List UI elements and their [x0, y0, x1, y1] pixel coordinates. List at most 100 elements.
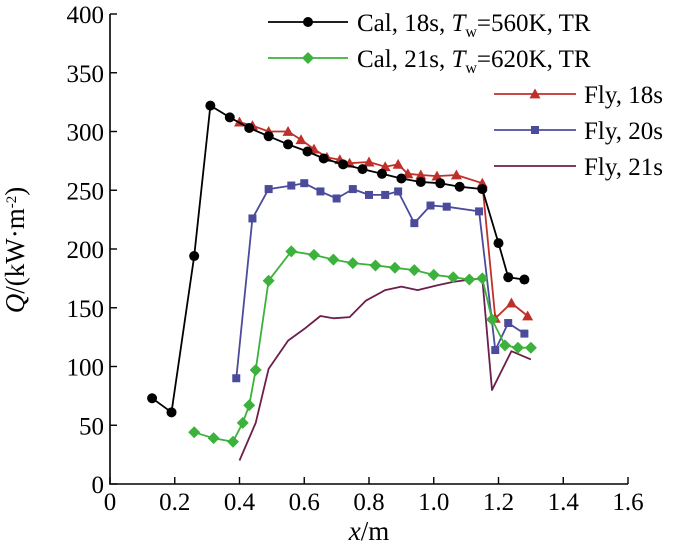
data-point — [511, 341, 524, 354]
data-point — [463, 273, 476, 286]
data-point — [287, 181, 296, 190]
data-point — [450, 169, 462, 180]
data-point — [283, 139, 294, 150]
data-point — [282, 126, 294, 136]
y-tick-label: 300 — [67, 120, 105, 147]
data-point — [365, 190, 373, 199]
data-point — [264, 185, 273, 194]
data-point — [248, 214, 257, 223]
x-tick-label: 0.4 — [224, 489, 256, 516]
legend-label: Fly, 20s — [584, 118, 663, 145]
data-point — [454, 181, 465, 192]
data-point — [205, 100, 216, 111]
legend-entry: Fly, 20s — [494, 118, 663, 145]
data-point — [346, 257, 359, 270]
data-point — [379, 161, 391, 172]
data-point — [415, 177, 426, 188]
data-point — [262, 274, 275, 287]
data-point — [243, 399, 256, 412]
y-tick-label: 250 — [67, 178, 105, 205]
data-point — [376, 168, 387, 179]
data-point — [207, 432, 220, 445]
y-tick-label: 0 — [92, 472, 105, 499]
data-point — [503, 272, 514, 283]
data-point — [435, 178, 446, 189]
data-point — [249, 364, 262, 377]
y-tick-label: 150 — [67, 296, 105, 323]
data-point — [524, 341, 537, 354]
series-line — [193, 250, 531, 443]
series-5 — [238, 277, 532, 461]
x-axis-title: x/m — [348, 516, 390, 546]
data-point — [505, 297, 517, 308]
data-point — [224, 112, 235, 123]
data-point — [316, 187, 325, 196]
data-point — [410, 219, 419, 228]
data-point — [348, 185, 357, 194]
data-point — [392, 158, 404, 169]
data-point — [166, 407, 177, 418]
data-point — [363, 156, 375, 167]
series-4 — [232, 179, 529, 383]
data-point — [520, 329, 529, 338]
data-point — [300, 179, 309, 188]
data-point — [491, 346, 500, 355]
data-point — [426, 201, 435, 210]
data-point — [188, 426, 201, 439]
legend: Cal, 18s, Tw=560K, TR Cal, 21s, Tw=620K, … — [268, 10, 663, 181]
series-1 — [147, 100, 530, 418]
data-point — [504, 319, 513, 328]
data-point — [427, 268, 440, 281]
data-point — [357, 164, 368, 175]
data-point — [189, 251, 200, 262]
data-point — [477, 184, 488, 195]
data-point — [394, 187, 403, 196]
x-tick-label: 1.6 — [612, 489, 643, 516]
legend-entry: Cal, 18s, Tw=560K, TR — [268, 10, 591, 41]
data-point — [431, 170, 443, 181]
legend-marker — [303, 17, 313, 27]
data-point — [232, 374, 241, 383]
axes — [109, 14, 628, 485]
data-point — [442, 202, 451, 211]
data-point — [415, 169, 427, 180]
data-point — [381, 190, 390, 199]
y-tick-label: 350 — [67, 61, 105, 88]
data-point — [498, 339, 511, 352]
y-tick-label: 50 — [79, 413, 104, 440]
y-tick-label: 400 — [67, 2, 105, 29]
data-point — [244, 122, 255, 133]
series-2 — [188, 245, 537, 448]
axis-labels: 0 0.2 0.4 0.6 0.8 1.0 1.2 1.4 1.6 0 50 100 150 200 250… — [0, 2, 644, 546]
legend-entry: Cal, 21s, Tw=620K, TR — [268, 46, 591, 77]
data-point — [263, 131, 274, 142]
series-line — [238, 277, 532, 461]
x-tick-label: 0.6 — [289, 489, 320, 516]
x-tick-label: 1.0 — [418, 489, 449, 516]
legend-entry: Fly, 21s — [494, 154, 663, 181]
data-point — [447, 271, 460, 284]
data-point — [388, 261, 401, 274]
x-tick-label: 0 — [104, 489, 117, 516]
legend-marker — [531, 126, 539, 134]
data-point — [338, 159, 349, 170]
data-point — [332, 194, 341, 203]
x-tick-label: 1.2 — [483, 489, 514, 516]
legend-label: Fly, 18s — [584, 82, 663, 109]
legend-entry: Fly, 18s — [494, 82, 663, 109]
data-point — [307, 248, 320, 261]
legend-marker — [302, 52, 314, 64]
data-point — [236, 416, 249, 429]
plot-frame-axes — [109, 14, 628, 485]
x-tick-label: 1.4 — [548, 489, 580, 516]
y-axis-title: Q/(kW·m-2) — [0, 187, 30, 313]
data-point — [522, 310, 534, 321]
data-point — [475, 207, 484, 216]
x-tick-label: 0.2 — [159, 489, 190, 516]
data-point — [396, 173, 407, 184]
data-point — [493, 238, 504, 249]
legend-label: Fly, 21s — [584, 154, 663, 181]
y-tick-label: 100 — [67, 355, 105, 382]
x-tick-label: 0.8 — [353, 489, 384, 516]
